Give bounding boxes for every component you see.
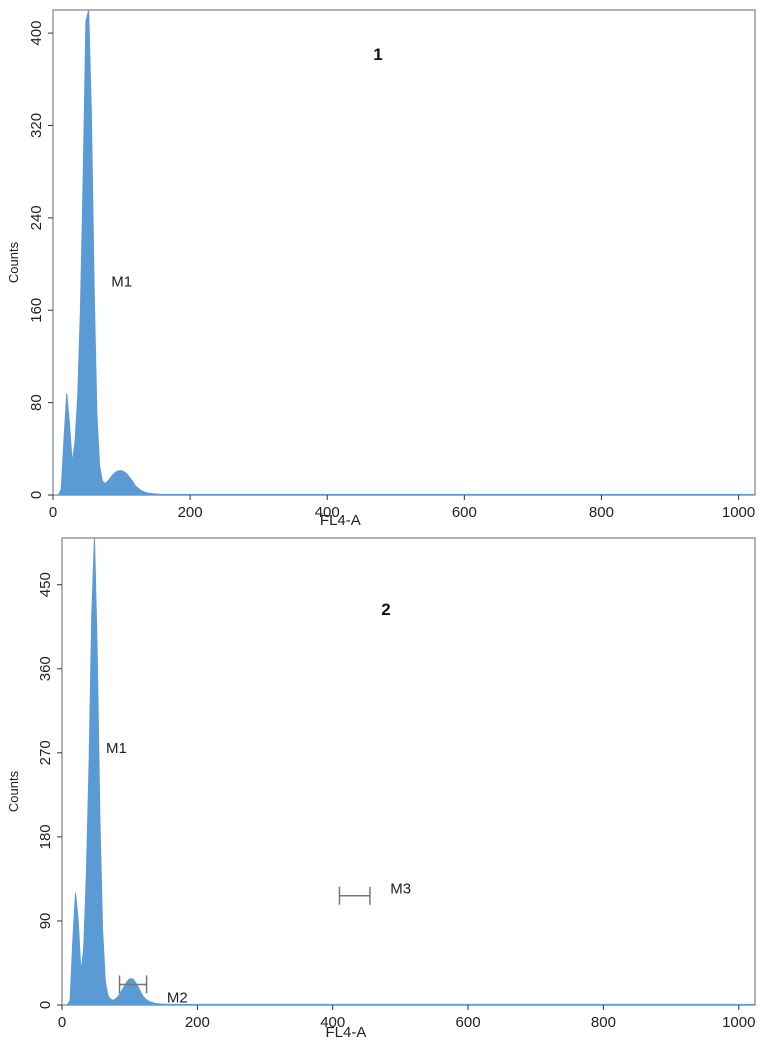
histogram-area xyxy=(57,9,739,496)
x-tick-label: 800 xyxy=(591,1014,616,1031)
x-tick-label: 200 xyxy=(185,1014,210,1031)
x-axis-label: FL4-A xyxy=(326,1024,367,1041)
histogram-panel-2: 0 200 400 600 800 1000 0 90 180 270 360 450 FL4-A Cou… xyxy=(6,537,756,1041)
panel-number: 2 xyxy=(381,600,390,619)
y-tick-label: 180 xyxy=(37,824,54,849)
x-tick-label: 200 xyxy=(178,504,203,521)
histogram-panel-1: 0 200 400 600 800 1000080160240320400FL4-ACou… xyxy=(6,9,756,529)
y-tick-label: 80 xyxy=(28,394,45,411)
y-tick-label: 0 xyxy=(28,491,45,499)
marker-m2-label: M2 xyxy=(167,990,188,1007)
x-tick-label: 600 xyxy=(452,504,477,521)
x-tick-label: 600 xyxy=(456,1014,481,1031)
x-tick-label: 0 xyxy=(49,504,57,521)
y-tick-label: 360 xyxy=(37,656,54,681)
plot-frame xyxy=(61,537,756,1006)
y-tick-label: 90 xyxy=(37,913,54,930)
x-tick-label: 800 xyxy=(589,504,614,521)
histogram-area xyxy=(66,537,739,1006)
marker-m1-label: M1 xyxy=(106,740,127,757)
y-tick-label: 240 xyxy=(28,205,45,230)
y-tick-label: 270 xyxy=(37,740,54,765)
y-tick-label: 450 xyxy=(37,572,54,597)
y-tick-label: 320 xyxy=(28,113,45,138)
x-tick-label: 400 xyxy=(320,1014,345,1031)
x-axis-label: FL4-A xyxy=(320,512,361,529)
y-tick-label: 0 xyxy=(37,1001,54,1009)
x-tick-label: 400 xyxy=(315,504,340,521)
y-tick-label: 160 xyxy=(28,298,45,323)
x-tick-label: 1000 xyxy=(722,504,755,521)
marker-m1-label: M1 xyxy=(111,273,132,290)
y-axis-label: Counts xyxy=(6,241,21,283)
plot-frame xyxy=(52,9,756,496)
panel-number: 1 xyxy=(373,45,382,64)
x-tick-label: 1000 xyxy=(722,1014,755,1031)
marker-m3-label: M3 xyxy=(390,880,411,897)
y-tick-label: 400 xyxy=(28,21,45,46)
x-tick-label: 0 xyxy=(58,1014,66,1031)
y-axis-label: Counts xyxy=(6,770,21,812)
